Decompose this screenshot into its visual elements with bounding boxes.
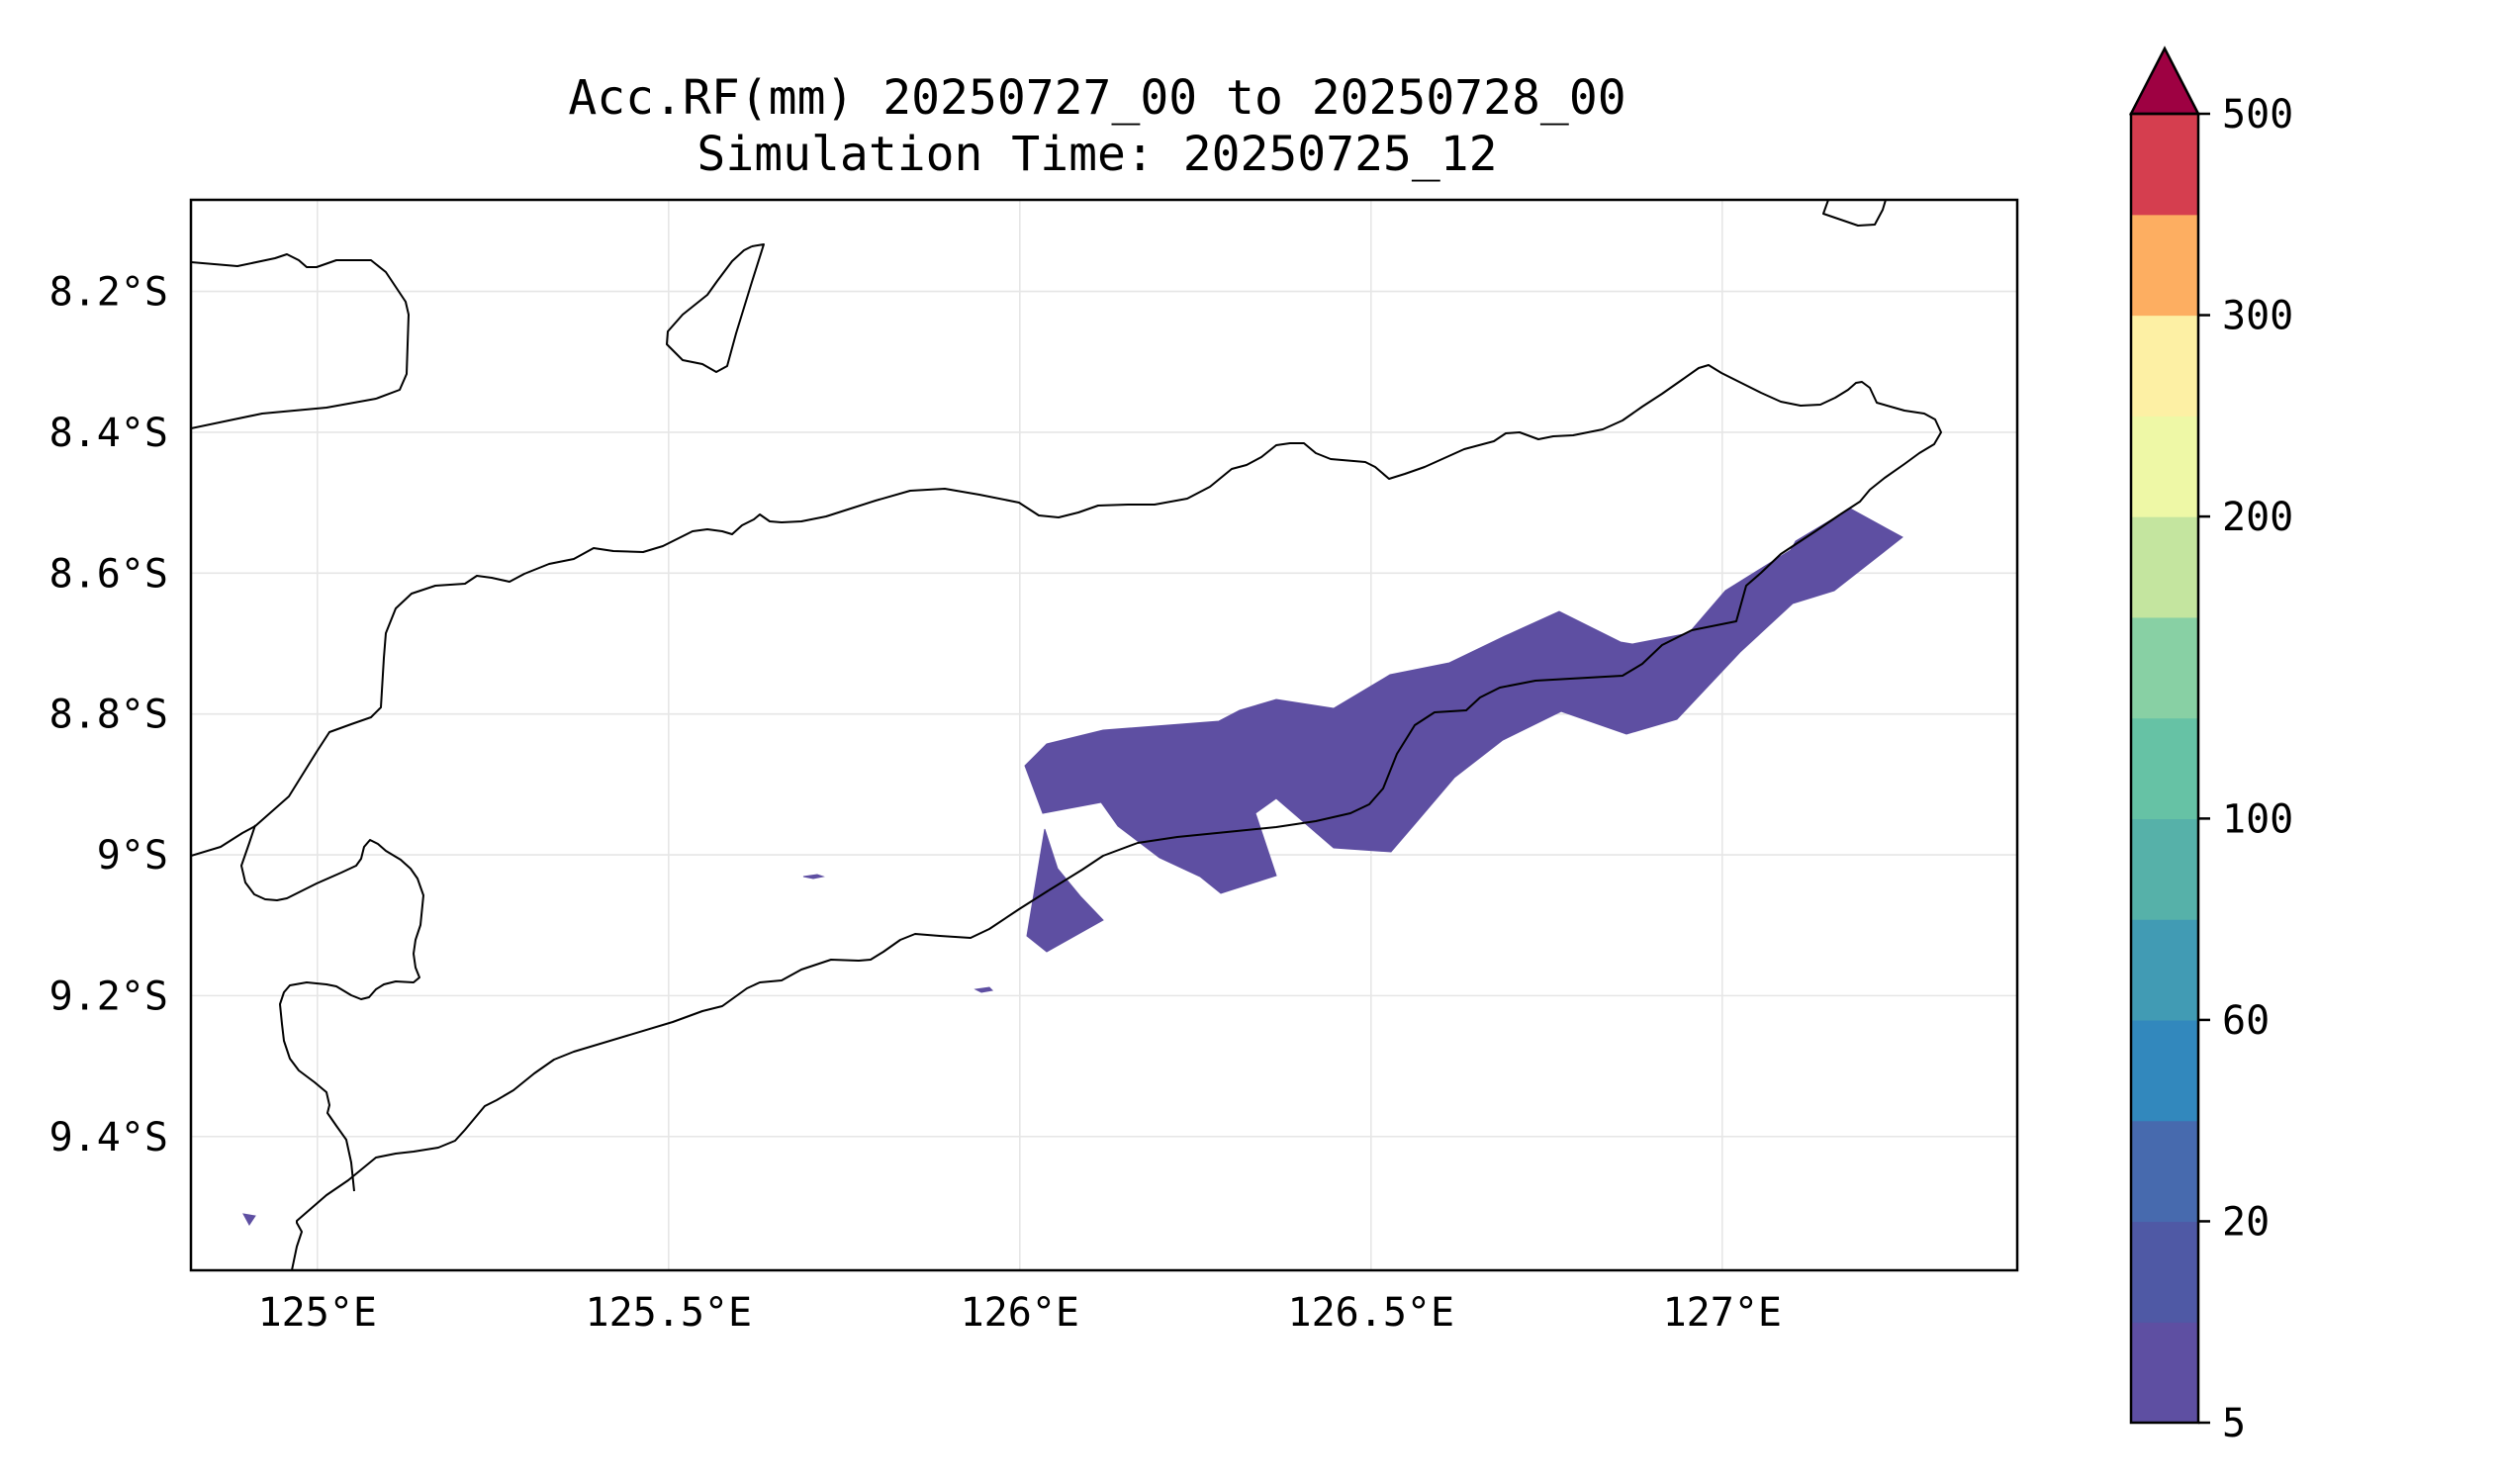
- wetar-island-coastline: [1822, 200, 1887, 227]
- colorbar-segment: [2131, 717, 2198, 819]
- west-timor-border: [240, 824, 424, 1192]
- flores-coastline: [191, 253, 410, 429]
- lon-tick-label: 125.5°E: [586, 1290, 753, 1336]
- lat-tick-label: 8.2°S: [49, 270, 168, 316]
- lon-tick-label: 126°E: [961, 1290, 1079, 1336]
- map-title-line-2: Simulation Time: 20250725_12: [696, 127, 1497, 182]
- lat-tick-label: 9.4°S: [49, 1115, 168, 1160]
- rain-speck-1: [802, 874, 825, 880]
- colorbar-segment: [2131, 1019, 2198, 1122]
- lat-tick-label: 8.4°S: [49, 411, 168, 456]
- map-title-line-1: Acc.RF(mm) 20250727_00 to 20250728_00: [568, 70, 1625, 126]
- colorbar-segment: [2131, 616, 2198, 719]
- colorbar-segment: [2131, 214, 2198, 317]
- colorbar-segment: [2131, 1322, 2198, 1424]
- colorbar-tick-label: 300: [2222, 294, 2293, 339]
- timor-north-coastline: [191, 364, 1942, 857]
- colorbar-tick-label: 200: [2222, 495, 2293, 540]
- lat-tick-label: 8.6°S: [49, 551, 168, 597]
- colorbar-tick-label: 60: [2222, 998, 2270, 1044]
- colorbar-color-segments: [2131, 114, 2198, 1424]
- longitude-tick-labels: 125°E 125.5°E 126°E 126.5°E 127°E: [258, 1290, 1782, 1336]
- lon-tick-label: 126.5°E: [1288, 1290, 1455, 1336]
- coastlines-and-borders: [191, 200, 1942, 1270]
- colorbar-tick-label: 100: [2222, 796, 2293, 842]
- colorbar-segment: [2131, 1120, 2198, 1223]
- lat-tick-label: 9°S: [97, 833, 168, 879]
- colorbar-ticks: 5 20 60 100 200 300 500: [2198, 92, 2293, 1446]
- rain-speck-3: [242, 1213, 256, 1226]
- lat-tick-label: 9.2°S: [49, 974, 168, 1019]
- lon-tick-label: 127°E: [1663, 1290, 1782, 1336]
- colorbar-segment: [2131, 818, 2198, 920]
- rain-band-main: [1024, 508, 1903, 894]
- colorbar-tick-label: 5: [2222, 1401, 2246, 1446]
- latitude-tick-labels: 8.2°S 8.4°S 8.6°S 8.8°S 9°S 9.2°S 9.4°S: [49, 270, 168, 1160]
- lon-tick-label: 125°E: [258, 1290, 377, 1336]
- colorbar-extend-triangle: [2128, 46, 2201, 116]
- colorbar-segment: [2131, 114, 2198, 216]
- colorbar-segment: [2131, 516, 2198, 618]
- colorbar-tick-label: 500: [2222, 92, 2293, 138]
- colorbar: 5 20 60 100 200 300 500: [2128, 46, 2293, 1446]
- colorbar-segment: [2131, 416, 2198, 517]
- rainfall-fill-5-10mm: [242, 508, 1903, 1226]
- colorbar-segment: [2131, 919, 2198, 1021]
- map-panel: [189, 198, 2019, 1272]
- colorbar-segment: [2131, 1221, 2198, 1323]
- colorbar-tick-label: 20: [2222, 1199, 2270, 1245]
- alor-island-coastline: [666, 243, 765, 373]
- colorbar-frame: [2129, 112, 2200, 1425]
- timor-border: [1048, 513, 1841, 891]
- lat-tick-label: 8.8°S: [49, 693, 168, 738]
- rain-speck-2: [974, 986, 994, 993]
- rain-band-south-tail: [1026, 828, 1104, 953]
- colorbar-segment: [2131, 315, 2198, 417]
- map-frame: [189, 198, 2019, 1272]
